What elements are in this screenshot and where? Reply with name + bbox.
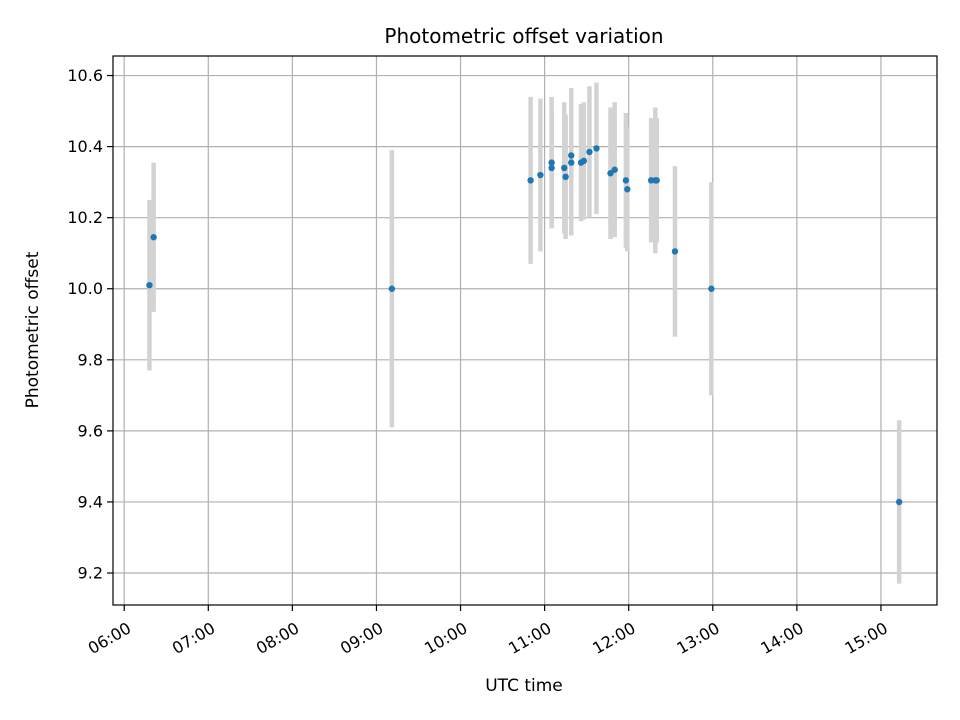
- data-point: [607, 170, 614, 177]
- x-axis: 06:00 07:00 08:00 09:00 10:00 11:00 12:00 13:00…: [85, 605, 891, 658]
- x-tick-label: 11:00: [505, 618, 554, 658]
- x-axis-label: UTC time: [485, 676, 563, 696]
- data-point: [895, 498, 903, 506]
- x-tick-label: 07:00: [169, 618, 218, 658]
- x-tick-label: 10:00: [421, 618, 470, 658]
- x-tick-label: 12:00: [589, 618, 638, 658]
- data-point: [624, 186, 631, 193]
- data-point: [708, 285, 715, 292]
- x-tick-label: 08:00: [253, 618, 302, 658]
- data-point: [146, 281, 153, 289]
- y-tick-label: 9.8: [78, 350, 103, 369]
- data-point: [562, 173, 569, 181]
- y-tick-label: 9.4: [78, 492, 103, 511]
- data-point: [586, 148, 593, 156]
- x-tick-label: 15:00: [842, 618, 891, 658]
- y-tick-label: 9.6: [78, 421, 103, 440]
- y-tick-label: 10.4: [67, 137, 103, 156]
- y-tick-label: 10.6: [67, 66, 103, 85]
- x-tick-label: 06:00: [85, 618, 134, 658]
- y-axis-label: Photometric offset: [23, 251, 43, 408]
- data-point: [537, 171, 544, 179]
- data-point: [527, 177, 534, 184]
- x-tick-label: 14:00: [757, 618, 806, 658]
- y-axis: 9.2 9.4 9.6 9.8 10.0 10.2 10.4 10.6: [67, 66, 113, 583]
- grid: [113, 56, 937, 605]
- data-point: [611, 166, 618, 173]
- data-point: [580, 157, 588, 165]
- data-point: [548, 159, 555, 166]
- data-point: [561, 164, 568, 172]
- plot-frame: [112, 55, 938, 606]
- data-point: [653, 177, 660, 184]
- error-bars: [147, 82, 902, 584]
- x-tick-label: 09:00: [337, 618, 386, 658]
- y-tick-label: 10.2: [67, 208, 103, 227]
- y-tick-label: 10.0: [67, 279, 103, 298]
- data-point: [150, 234, 157, 241]
- data-points: [146, 145, 903, 506]
- data-point: [568, 152, 575, 159]
- data-point: [593, 145, 600, 152]
- data-point: [671, 248, 679, 255]
- data-point: [568, 159, 575, 166]
- data-point: [622, 177, 630, 184]
- y-tick-label: 9.2: [78, 564, 103, 583]
- x-tick-label: 13:00: [673, 618, 722, 658]
- data-point: [548, 164, 555, 172]
- data-point: [388, 285, 396, 292]
- chart-title: Photometric offset variation: [384, 24, 663, 48]
